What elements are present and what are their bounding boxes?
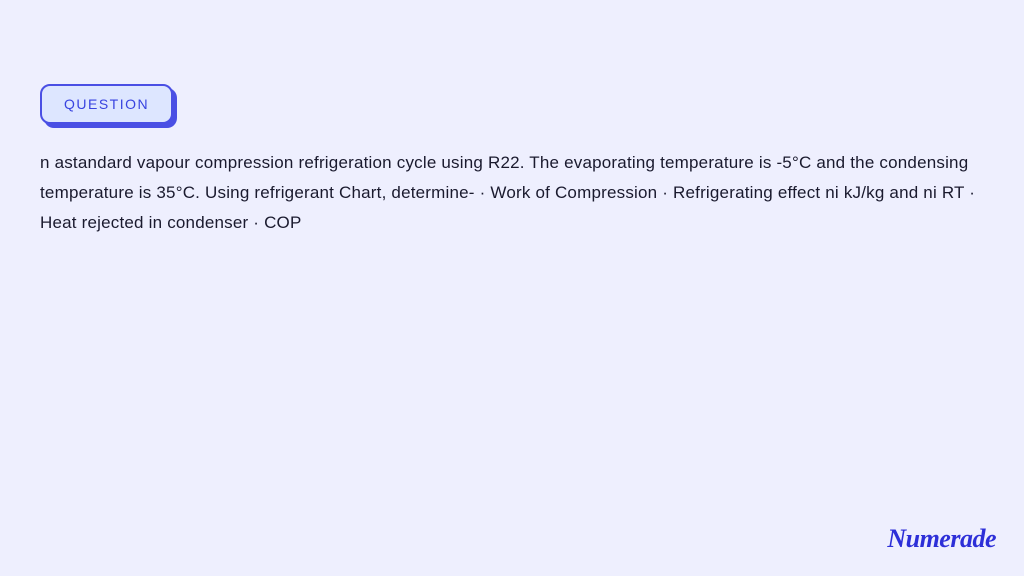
- question-badge-wrapper: QUESTION: [40, 84, 173, 124]
- question-badge: QUESTION: [40, 84, 173, 124]
- numerade-logo: Numerade: [887, 524, 996, 554]
- content-container: QUESTION n astandard vapour compression …: [0, 0, 1024, 237]
- question-text: n astandard vapour compression refrigera…: [40, 148, 984, 237]
